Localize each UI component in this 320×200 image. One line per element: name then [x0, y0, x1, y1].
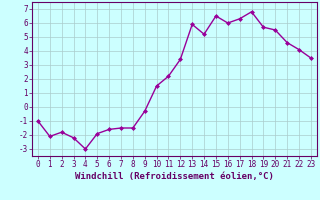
- X-axis label: Windchill (Refroidissement éolien,°C): Windchill (Refroidissement éolien,°C): [75, 172, 274, 181]
